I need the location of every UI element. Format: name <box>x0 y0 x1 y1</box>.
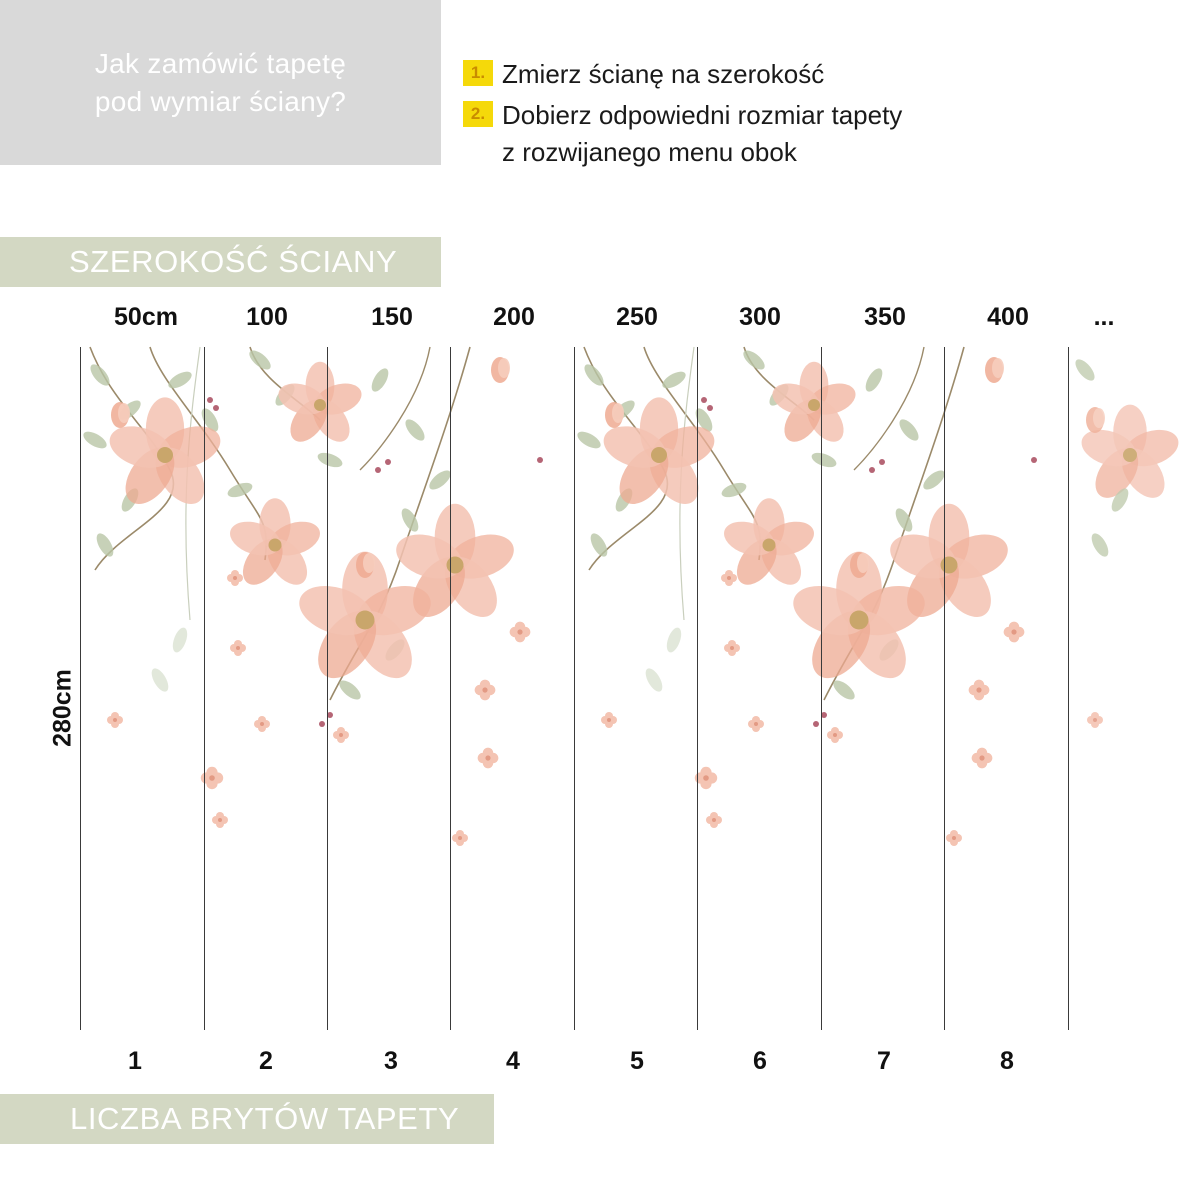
width-label-50: 50cm <box>114 303 178 331</box>
step-2-badge: 2. <box>463 101 493 127</box>
wall-width-band: SZEROKOŚĆ ŚCIANY <box>0 237 441 287</box>
panel-number-7: 7 <box>877 1047 891 1075</box>
width-label-350: 350 <box>864 303 906 331</box>
question-line-1: Jak zamówić tapetę <box>94 47 347 79</box>
question-line-2: pod wymiar ściany? <box>94 85 347 117</box>
question-box: Jak zamówić tapetę pod wymiar ściany? <box>0 0 441 165</box>
step-2-line-1: Dobierz odpowiedni rozmiar tapety <box>502 100 903 130</box>
step-2-line-2: z rozwijanego menu obok <box>502 137 797 167</box>
width-label-400: 400 <box>987 303 1029 331</box>
wall-height-label: 280cm <box>48 669 77 747</box>
panel-number-3: 3 <box>384 1047 398 1075</box>
step-2-text: Dobierz odpowiedni rozmiar tapety z rozw… <box>502 97 902 171</box>
wall-width-band-label: SZEROKOŚĆ ŚCIANY <box>69 244 398 279</box>
panel-count-band: LICZBA BRYTÓW TAPETY <box>0 1094 494 1144</box>
width-label-300: 300 <box>739 303 781 331</box>
panel-count-band-label: LICZBA BRYTÓW TAPETY <box>70 1101 460 1136</box>
width-label-100: 100 <box>246 303 288 331</box>
width-label-150: 150 <box>371 303 413 331</box>
step-1-line-1: Zmierz ścianę na szerokość <box>502 59 825 89</box>
panel-number-5: 5 <box>630 1047 644 1075</box>
panel-number-6: 6 <box>753 1047 767 1075</box>
step-1-text: Zmierz ścianę na szerokość <box>502 56 824 93</box>
floral-pattern-left <box>81 347 543 846</box>
panel-number-1: 1 <box>128 1047 142 1075</box>
width-label-250: 250 <box>616 303 658 331</box>
panel-number-4: 4 <box>506 1047 520 1075</box>
panel-number-8: 8 <box>1000 1047 1014 1075</box>
floral-pattern-right <box>575 347 1037 846</box>
step-1: 1. Zmierz ścianę na szerokość <box>463 56 824 93</box>
step-1-badge: 1. <box>463 60 493 86</box>
width-label-more: ... <box>1093 303 1115 331</box>
width-label-200: 200 <box>493 303 535 331</box>
step-2: 2. Dobierz odpowiedni rozmiar tapety z r… <box>463 97 902 171</box>
panel-dividers <box>80 347 1069 1030</box>
panel-number-2: 2 <box>259 1047 273 1075</box>
floral-pattern-edge <box>1072 356 1184 728</box>
